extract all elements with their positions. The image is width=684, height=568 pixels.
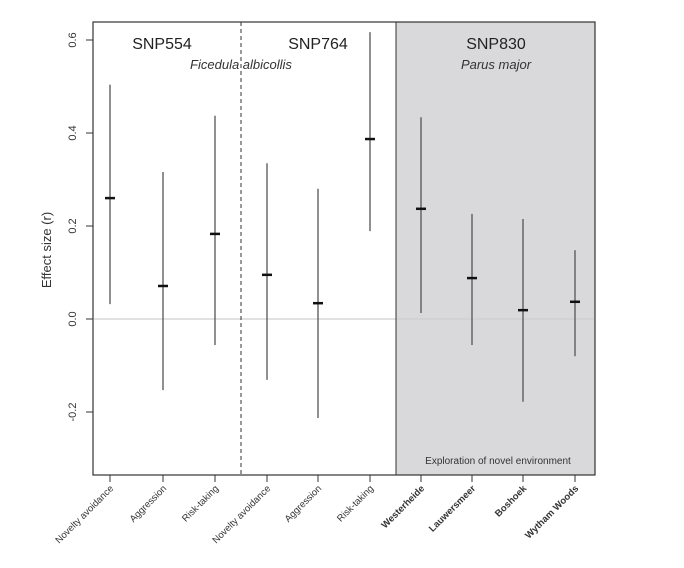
panel-title-snp764: SNP764 — [288, 36, 348, 53]
species-label-parus: Parus major — [461, 57, 532, 72]
x-tick-label: Risk-taking — [180, 483, 221, 524]
x-tick-label: Novelty avoidance — [53, 483, 116, 546]
x-tick-label: Boshoek — [493, 483, 530, 520]
x-axis: Novelty avoidance Aggression Risk-takingNo… — [53, 475, 581, 546]
y-tick-label: 0.4 — [67, 125, 79, 140]
panel-title-snp554: SNP554 — [132, 36, 192, 53]
x-tick-label: Aggression — [283, 483, 324, 524]
y-axis-label: Effect size (r) — [39, 212, 54, 288]
x-tick-label: Aggression — [128, 483, 169, 524]
x-tick-label: Lauwersmeer — [427, 483, 478, 534]
y-tick-label: -0.2 — [67, 403, 79, 422]
panel-title-snp830: SNP830 — [466, 36, 526, 53]
x-tick-label: Risk-taking — [335, 483, 376, 524]
y-tick-label: 0.6 — [67, 32, 79, 47]
y-axis: -0.2 0.0 0.2 0.4 0.6 — [67, 32, 94, 422]
x-tick-label: Wytham Woods — [523, 483, 581, 541]
panel-note: Exploration of novel environment — [425, 456, 571, 467]
x-tick-label: Novelty avoidance — [210, 483, 273, 546]
y-tick-label: 0.0 — [67, 311, 79, 326]
y-tick-label: 0.2 — [67, 218, 79, 233]
x-tick-label: Westerheide — [380, 483, 428, 531]
error-bars — [105, 32, 580, 419]
species-label-ficedula: Ficedula albicollis — [190, 57, 292, 72]
snp830-panel-background — [396, 22, 595, 475]
